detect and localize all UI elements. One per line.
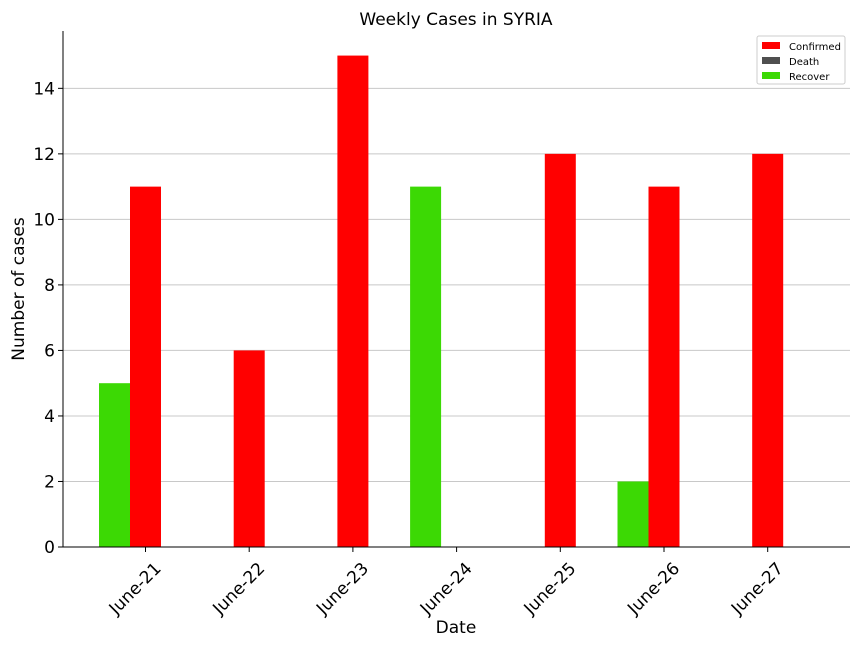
x-tick-label: June-27 <box>727 559 788 620</box>
bar-confirmed-june-27 <box>752 153 784 547</box>
legend: Confirmed Death Recover <box>756 35 846 85</box>
bar-confirmed-june-23 <box>337 55 369 547</box>
y-tick-label: 6 <box>44 341 55 361</box>
y-tick-label: 0 <box>44 538 55 558</box>
legend-swatch-confirmed <box>762 42 780 49</box>
y-ticks: 0 2 4 6 8 10 12 14 <box>33 79 63 558</box>
y-tick-label: 2 <box>44 472 55 492</box>
bar-recover-june-24 <box>410 186 442 547</box>
x-tick-label: June-23 <box>312 559 373 620</box>
legend-swatch-recover <box>762 72 780 79</box>
legend-label-confirmed: Confirmed <box>789 42 841 53</box>
bar-confirmed-june-25 <box>544 153 576 547</box>
y-tick-label: 10 <box>33 210 55 230</box>
x-tick-label: June-22 <box>209 559 270 620</box>
bar-recover-june-21 <box>99 383 130 547</box>
y-tick-label: 8 <box>44 276 55 296</box>
x-tick-label: June-24 <box>416 559 477 620</box>
x-tick-label: June-25 <box>520 559 581 620</box>
bars <box>99 55 784 547</box>
x-axis-title: Date <box>436 618 477 638</box>
x-tick-label: June-21 <box>105 559 166 620</box>
y-tick-label: 4 <box>44 407 55 427</box>
x-tick-label: June-26 <box>623 559 684 620</box>
bar-confirmed-june-21 <box>130 186 161 547</box>
bar-confirmed-june-22 <box>233 350 265 547</box>
bar-confirmed-june-26 <box>648 186 680 547</box>
x-ticks: June-21 June-22 June-23 June-24 June-25 June-… <box>105 547 788 620</box>
legend-label-recover: Recover <box>789 72 830 83</box>
bar-recover-june-26 <box>617 481 649 547</box>
legend-label-death: Death <box>789 57 819 68</box>
y-tick-label: 14 <box>33 79 55 99</box>
y-tick-label: 12 <box>33 145 55 165</box>
grid-lines <box>63 87 850 482</box>
axes <box>62 31 850 548</box>
y-axis-title: Number of cases <box>9 217 29 361</box>
legend-swatch-death <box>762 57 780 64</box>
chart-title: Weekly Cases in SYRIA <box>359 10 553 30</box>
